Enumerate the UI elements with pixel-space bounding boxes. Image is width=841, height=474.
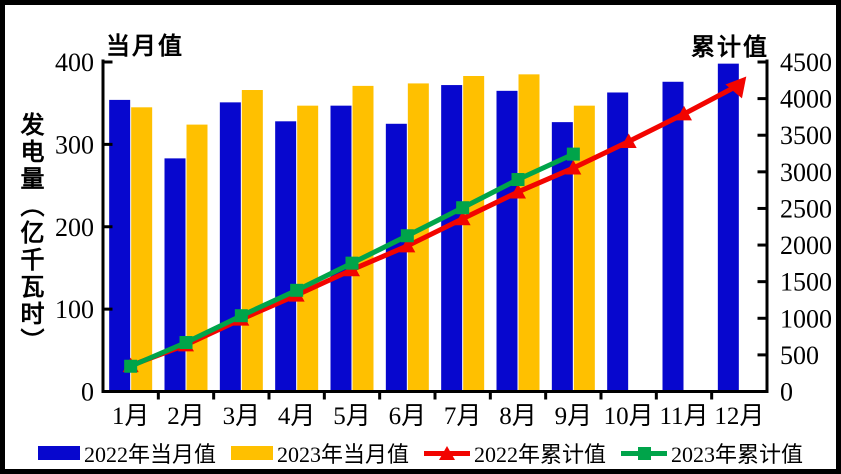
month-label: 1月: [112, 403, 150, 430]
month-label: 4月: [278, 403, 316, 430]
marker-square: [511, 173, 525, 187]
left-tick-label: 300: [55, 130, 94, 159]
bar-2022年当月值-7月: [441, 85, 463, 391]
month-labels: 1月 2月 3月 4月 5月 6月 7月 8月 9月 10月 11月 12月: [112, 403, 764, 430]
bar-2023年当月值-7月: [463, 76, 485, 391]
legend-swatch-line: [424, 445, 470, 462]
line-path: [129, 82, 741, 368]
bar-2022年当月值-2月: [164, 158, 186, 391]
legend-item-2023年当月值: 2023年当月值: [230, 437, 409, 469]
left-tick-label: 200: [55, 213, 94, 242]
right-axis-title: 累计值: [691, 35, 769, 61]
bar-2022年当月值-9月: [551, 122, 573, 391]
bar-2022年当月值-6月: [385, 123, 407, 391]
legend-label: 2022年当月值: [83, 442, 216, 467]
marker-triangle: [676, 105, 692, 121]
month-label: 8月: [499, 403, 537, 430]
marker-triangle: [510, 183, 526, 199]
month-label: 12月: [714, 403, 764, 430]
line-2023年累计值: [124, 147, 580, 373]
bar-2022年当月值-11月: [662, 81, 684, 391]
marker-triangle: [620, 133, 637, 148]
right-tick-label: 500: [780, 341, 819, 370]
legend-swatch-bar: [37, 446, 80, 460]
right-tick-label: 3000: [780, 158, 832, 187]
bar-2022年当月值-4月: [275, 121, 297, 391]
bar-2023年当月值-5月: [352, 85, 374, 391]
legend-item-2022年当月值: 2022年当月值: [37, 437, 216, 469]
marker-square: [290, 283, 304, 297]
marker-square: [456, 201, 470, 215]
bar-2022年当月值-5月: [330, 105, 352, 391]
legend-label: 2022年累计值: [474, 442, 607, 467]
bar-2022年当月值-8月: [496, 90, 518, 391]
right-axis-tick-labels: 0 500 1000 1500 2000 2500 3000 3500 4000 4500: [780, 48, 832, 407]
bar-2023年当月值-3月: [241, 90, 263, 391]
left-axis-title: 当月值: [106, 34, 184, 60]
y-axis-unit-label: 发电量（亿千瓦时）: [16, 112, 42, 355]
right-tick-label: 1000: [780, 304, 832, 333]
bar-2023年当月值-4月: [297, 105, 319, 391]
left-axis-tick-labels: 0 100 200 300 400: [55, 48, 94, 407]
bar-2023年当月值-1月: [131, 107, 153, 391]
month-label: 10月: [604, 403, 654, 430]
right-tick-label: 0: [780, 378, 793, 407]
marker-triangle: [399, 237, 416, 253]
right-tick-label: 4000: [780, 85, 832, 114]
legend-swatch-line: [621, 445, 668, 462]
bar-2023年当月值-9月: [573, 105, 595, 391]
legend-swatch-bar: [230, 446, 273, 460]
month-label: 9月: [555, 403, 593, 430]
marker-square: [566, 147, 580, 161]
month-label: 3月: [223, 403, 261, 430]
legend-label: 2023年当月值: [276, 442, 409, 467]
legend-label: 2023年累计值: [671, 442, 804, 467]
right-tick-label: 2500: [780, 194, 832, 223]
month-label: 5月: [333, 403, 371, 430]
marker-square: [400, 229, 414, 243]
right-tick-label: 4500: [780, 48, 832, 77]
legend-item-2023年累计值: 2023年累计值: [621, 437, 803, 469]
bars-2023年当月值: [131, 74, 595, 391]
bars-2022年当月值: [109, 63, 739, 391]
left-tick-label: 0: [81, 378, 94, 407]
legend-item-2022年累计值: 2022年累计值: [424, 437, 606, 469]
marker-square: [234, 309, 248, 323]
left-tick-label: 100: [55, 295, 94, 324]
marker-triangle: [454, 210, 471, 226]
right-tick-label: 2000: [780, 231, 832, 260]
bar-2023年当月值-6月: [407, 83, 429, 391]
bar-2023年当月值-8月: [518, 74, 540, 391]
bar-2022年当月值-1月: [109, 99, 131, 391]
month-label: 11月: [659, 403, 708, 430]
marker-triangle: [725, 76, 747, 99]
right-tick-label: 1500: [780, 268, 832, 297]
month-label: 6月: [389, 403, 427, 430]
bar-2023年当月值-2月: [186, 124, 208, 391]
axes: [101, 59, 769, 400]
chart-legend: 2022年当月值 2023年当月值 2022年累计值 2023年累计值: [8, 439, 833, 467]
legend-marker-square: [637, 446, 651, 460]
marker-square: [345, 256, 359, 270]
right-tick-label: 3500: [780, 121, 832, 150]
bar-2022年当月值-3月: [219, 102, 241, 391]
marker-square: [179, 336, 193, 350]
marker-square: [124, 359, 138, 373]
left-tick-label: 400: [55, 48, 94, 77]
bar-2022年当月值-10月: [607, 92, 629, 391]
marker-triangle: [565, 160, 582, 175]
legend-marker-triangle: [439, 445, 455, 460]
month-label: 2月: [167, 403, 205, 430]
month-label: 7月: [444, 403, 482, 430]
bar-2022年当月值-12月: [717, 63, 739, 391]
